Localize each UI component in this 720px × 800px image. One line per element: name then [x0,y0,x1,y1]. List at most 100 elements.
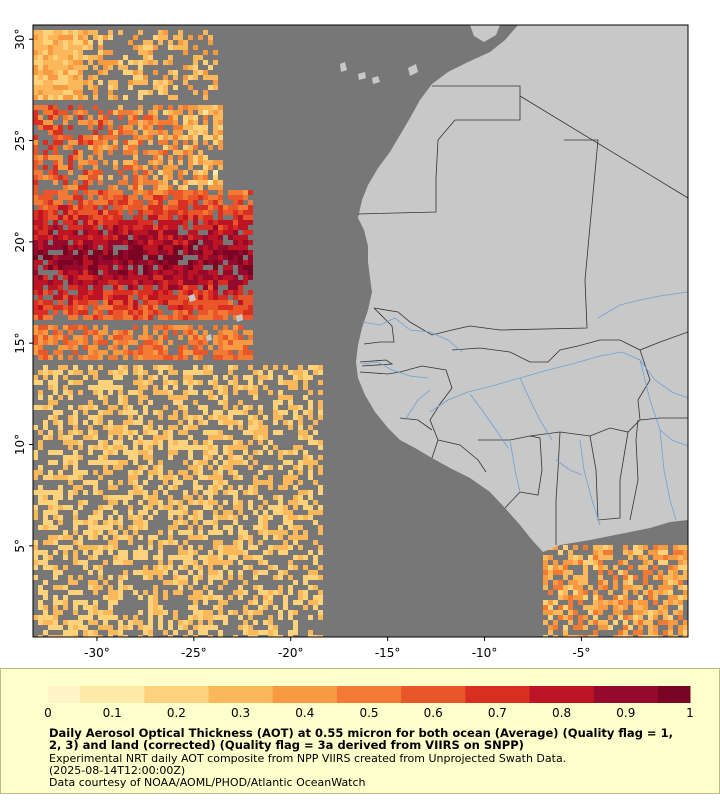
aot-pixel [668,615,673,620]
aot-pixel [133,130,138,135]
aot-pixel [68,230,73,235]
aot-pixel [298,600,303,605]
aot-pixel [663,615,668,620]
aot-pixel [78,545,83,550]
aot-pixel [168,60,173,65]
aot-pixel [118,195,123,200]
aot-pixel [143,45,148,50]
aot-pixel [193,240,198,245]
aot-pixel [93,590,98,595]
aot-pixel [273,505,278,510]
aot-pixel [218,455,223,460]
aot-pixel [223,515,228,520]
aot-pixel [158,260,163,265]
aot-pixel [178,270,183,275]
aot-pixel [68,315,73,320]
aot-pixel [683,635,688,637]
aot-pixel [93,310,98,315]
aot-pixel [158,460,163,465]
aot-pixel [148,115,153,120]
aot-pixel [38,35,43,40]
aot-pixel [303,505,308,510]
aot-pixel [168,300,173,305]
aot-pixel [48,355,53,360]
aot-pixel [318,370,323,375]
aot-pixel [318,440,323,445]
aot-pixel [38,345,43,350]
aot-pixel [108,275,113,280]
aot-pixel [183,265,188,270]
aot-pixel [228,560,233,565]
aot-pixel [138,140,143,145]
aot-pixel [153,195,158,200]
aot-pixel [38,245,43,250]
aot-pixel [43,525,48,530]
aot-pixel [158,205,163,210]
aot-pixel [148,235,153,240]
aot-pixel [673,555,678,560]
aot-pixel [253,510,258,515]
aot-pixel [93,370,98,375]
aot-pixel [63,70,68,75]
aot-pixel [123,275,128,280]
aot-pixel [563,575,568,580]
aot-pixel [128,140,133,145]
aot-pixel [103,195,108,200]
aot-pixel [183,285,188,290]
aot-pixel [193,265,198,270]
aot-pixel [43,435,48,440]
aot-pixel [238,235,243,240]
aot-pixel [153,440,158,445]
aot-pixel [73,530,78,535]
aot-pixel [198,175,203,180]
aot-pixel [118,210,123,215]
aot-pixel [243,315,248,320]
aot-pixel [118,205,123,210]
aot-pixel [138,75,143,80]
aot-pixel [73,365,78,370]
aot-pixel [193,380,198,385]
colorbar-cell [385,686,402,703]
aot-pixel [233,335,238,340]
aot-pixel [198,305,203,310]
aot-pixel [558,565,563,570]
aot-pixel [663,575,668,580]
aot-pixel [223,480,228,485]
aot-pixel [83,615,88,620]
aot-pixel [78,430,83,435]
aot-pixel [148,230,153,235]
aot-pixel [158,310,163,315]
aot-pixel [658,610,663,615]
aot-pixel [178,555,183,560]
aot-pixel [168,165,173,170]
aot-pixel [108,355,113,360]
aot-pixel [218,560,223,565]
aot-pixel [93,600,98,605]
aot-pixel [258,435,263,440]
aot-pixel [53,265,58,270]
aot-pixel [53,550,58,555]
aot-pixel [243,355,248,360]
aot-pixel [188,230,193,235]
aot-pixel [108,430,113,435]
aot-pixel [78,105,83,110]
aot-pixel [223,385,228,390]
aot-pixel [98,200,103,205]
aot-pixel [43,50,48,55]
aot-pixel [313,575,318,580]
aot-pixel [78,35,83,40]
aot-pixel [653,545,658,550]
aot-pixel [223,465,228,470]
aot-pixel [608,625,613,630]
aot-pixel [228,490,233,495]
aot-pixel [53,205,58,210]
aot-pixel [303,590,308,595]
aot-pixel [238,510,243,515]
aot-pixel [133,165,138,170]
aot-pixel [158,200,163,205]
aot-pixel [63,215,68,220]
aot-pixel [63,600,68,605]
aot-pixel [173,195,178,200]
aot-pixel [238,530,243,535]
aot-pixel [98,115,103,120]
